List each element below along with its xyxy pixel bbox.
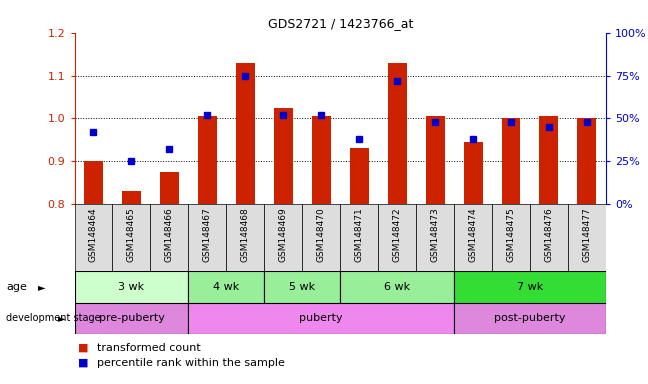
Bar bbox=[264, 204, 302, 271]
Bar bbox=[463, 142, 483, 204]
Bar bbox=[236, 63, 255, 204]
Bar bbox=[454, 303, 606, 334]
Bar bbox=[189, 204, 226, 271]
Bar bbox=[122, 191, 141, 204]
Text: 4 wk: 4 wk bbox=[213, 282, 240, 292]
Bar bbox=[350, 148, 369, 204]
Bar bbox=[340, 204, 378, 271]
Text: GSM148471: GSM148471 bbox=[354, 207, 364, 262]
Text: 3 wk: 3 wk bbox=[119, 282, 145, 292]
Text: age: age bbox=[6, 282, 27, 292]
Bar bbox=[302, 204, 340, 271]
Bar bbox=[502, 118, 520, 204]
Bar bbox=[426, 116, 445, 204]
Text: GSM148474: GSM148474 bbox=[469, 207, 478, 262]
Bar bbox=[160, 172, 179, 204]
Text: GSM148476: GSM148476 bbox=[544, 207, 553, 262]
Bar bbox=[378, 204, 416, 271]
Bar bbox=[84, 161, 103, 204]
Bar bbox=[388, 63, 406, 204]
Text: pre-puberty: pre-puberty bbox=[98, 313, 165, 323]
Bar bbox=[198, 116, 217, 204]
Bar bbox=[113, 204, 150, 271]
Text: ■: ■ bbox=[78, 343, 88, 353]
Text: puberty: puberty bbox=[299, 313, 343, 323]
Bar bbox=[539, 116, 559, 204]
Text: transformed count: transformed count bbox=[97, 343, 201, 353]
Text: 6 wk: 6 wk bbox=[384, 282, 410, 292]
Bar bbox=[492, 204, 530, 271]
Bar bbox=[312, 116, 330, 204]
Bar bbox=[454, 271, 606, 303]
Bar bbox=[189, 271, 264, 303]
Text: development stage: development stage bbox=[6, 313, 101, 323]
Bar bbox=[150, 204, 189, 271]
Text: ►: ► bbox=[58, 313, 65, 323]
Text: GSM148477: GSM148477 bbox=[583, 207, 592, 262]
Bar bbox=[416, 204, 454, 271]
Bar bbox=[75, 204, 113, 271]
Text: GSM148464: GSM148464 bbox=[89, 207, 98, 262]
Text: GSM148470: GSM148470 bbox=[317, 207, 326, 262]
Text: GSM148473: GSM148473 bbox=[430, 207, 439, 262]
Bar bbox=[273, 108, 293, 204]
Text: ■: ■ bbox=[78, 358, 88, 368]
Bar bbox=[577, 118, 596, 204]
Bar bbox=[226, 204, 264, 271]
Bar bbox=[189, 303, 454, 334]
Text: GSM148465: GSM148465 bbox=[127, 207, 136, 262]
Bar bbox=[75, 271, 189, 303]
Bar bbox=[264, 271, 340, 303]
Text: ►: ► bbox=[38, 282, 46, 292]
Text: GSM148468: GSM148468 bbox=[241, 207, 250, 262]
Bar bbox=[568, 204, 606, 271]
Text: GSM148466: GSM148466 bbox=[165, 207, 174, 262]
Text: post-puberty: post-puberty bbox=[494, 313, 566, 323]
Bar bbox=[340, 271, 454, 303]
Text: GSM148467: GSM148467 bbox=[203, 207, 212, 262]
Text: GSM148475: GSM148475 bbox=[507, 207, 516, 262]
Text: GSM148472: GSM148472 bbox=[393, 207, 402, 262]
Text: GSM148469: GSM148469 bbox=[279, 207, 288, 262]
Title: GDS2721 / 1423766_at: GDS2721 / 1423766_at bbox=[268, 17, 413, 30]
Bar bbox=[530, 204, 568, 271]
Bar bbox=[75, 303, 189, 334]
Text: 5 wk: 5 wk bbox=[289, 282, 316, 292]
Bar bbox=[454, 204, 492, 271]
Text: 7 wk: 7 wk bbox=[517, 282, 543, 292]
Text: percentile rank within the sample: percentile rank within the sample bbox=[97, 358, 285, 368]
